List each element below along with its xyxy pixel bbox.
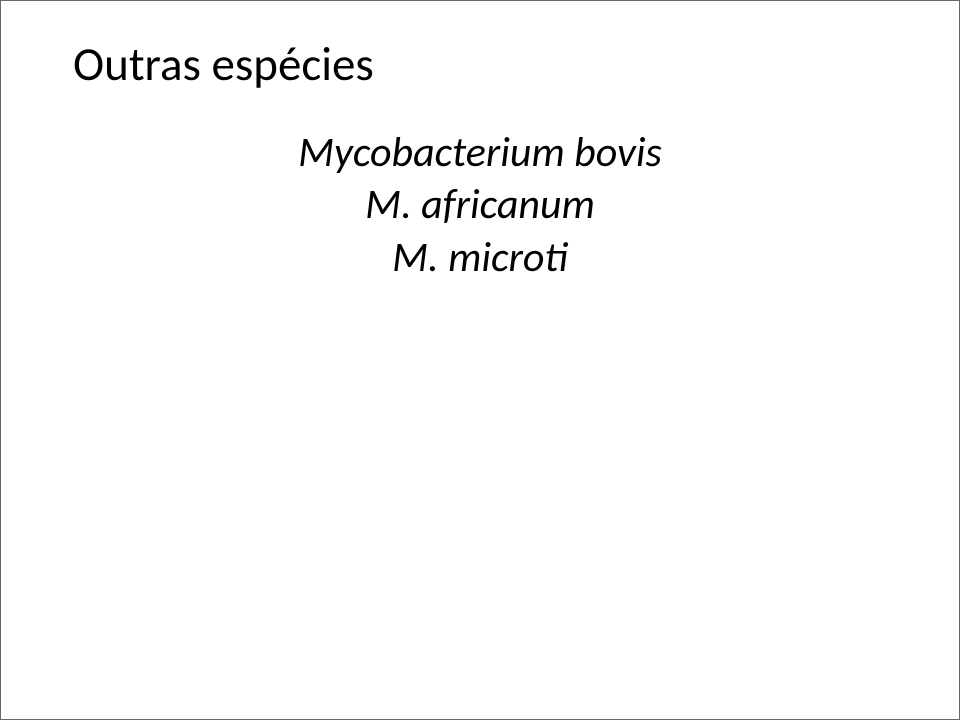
slide-title: Outras espécies <box>73 39 887 91</box>
species-line-1: Mycobacterium bovis <box>73 127 887 180</box>
slide: Outras espécies Mycobacterium bovis M. a… <box>0 0 960 720</box>
species-line-2: M. africanum <box>73 179 887 232</box>
species-line-3: M. microti <box>73 232 887 285</box>
